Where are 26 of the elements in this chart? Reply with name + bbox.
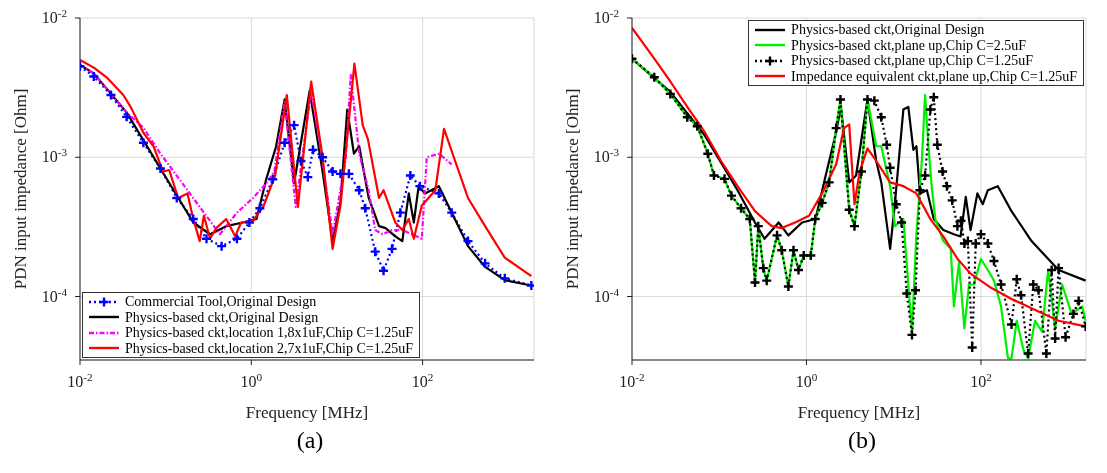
legend-label: Physics-based ckt,location 2,7x1uF,Chip C=1.25uF [125, 340, 413, 356]
y-tick-label: 10$^{-4}$ [593, 285, 620, 305]
legend-label: Physics-based ckt,Original Design [125, 309, 319, 325]
legend-label: Physics-based ckt,plane up,Chip C=1.25uF [791, 53, 1034, 69]
y-tick-label: 10$^{-3}$ [41, 146, 68, 166]
legend-label: Physics-based ckt,Original Design [791, 22, 985, 38]
x-tick-label: 10$^{0}$ [795, 371, 818, 390]
legend-label: Physics-based ckt,plane up,Chip C=2.5uF [791, 37, 1027, 53]
y-axis-title: PDN input impedance [Ohm] [11, 88, 31, 290]
x-tick-label: 10$^{2}$ [411, 371, 434, 390]
x-tick-label: 10$^{-2}$ [619, 371, 645, 390]
x-axis-title: Frequency [MHz] [797, 403, 921, 422]
y-tick-label: 10$^{-3}$ [593, 146, 620, 166]
x-axis-title: Frequency [MHz] [245, 403, 369, 422]
text: (a) [295, 426, 325, 454]
y-tick-label: 10$^{-2}$ [593, 7, 619, 26]
x-tick-label: 10$^{2}$ [970, 371, 992, 390]
text: (b) [847, 426, 877, 454]
y-tick-label: 10$^{-4}$ [41, 285, 68, 305]
y-tick-label: 10$^{-2}$ [41, 7, 67, 26]
x-tick-label: 10$^{0}$ [240, 371, 263, 390]
y-axis-title: PDN input impedance [Ohm] [563, 88, 583, 290]
legend-label: Physics-based ckt,location 1,8x1uF,Chip C=1.25uF [125, 325, 413, 341]
legend-label: Commercial Tool,Original Design [125, 294, 317, 310]
legend-label: Impedance equivalent ckt,plane up,Chip C=1.25uF [791, 68, 1077, 84]
x-tick-label: 10$^{-2}$ [67, 371, 93, 390]
